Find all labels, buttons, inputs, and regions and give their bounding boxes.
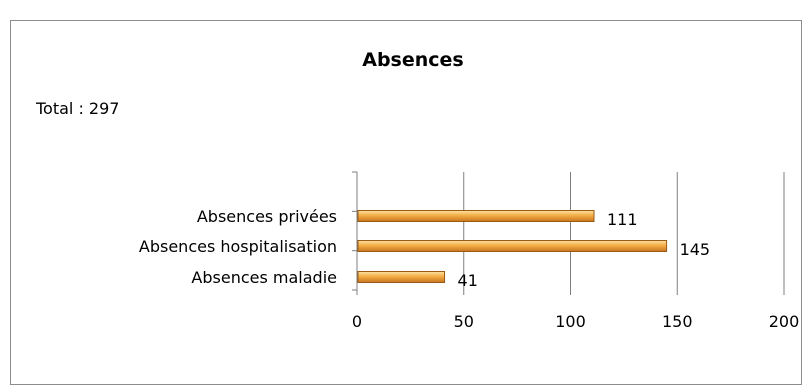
plot-area: 0 50 100 150 200 Absences privées 111 Absences …: [139, 171, 800, 331]
chart-frame: [10, 20, 802, 385]
category-label: Absences maladie: [191, 268, 337, 287]
category-label: Absences privées: [197, 207, 337, 226]
x-tick-label: 50: [454, 312, 474, 331]
chart-title: Absences: [362, 49, 464, 71]
x-tick-label: 150: [662, 312, 693, 331]
data-label: 111: [607, 210, 638, 229]
total-annotation: Total : 297: [35, 99, 119, 118]
x-tick-label: 200: [769, 312, 800, 331]
bar: [357, 240, 668, 252]
data-label: 41: [458, 271, 478, 290]
category-label: Absences hospitalisation: [139, 237, 337, 256]
x-tick-label: 0: [352, 312, 362, 331]
x-tick-label: 100: [555, 312, 586, 331]
data-label: 145: [680, 240, 711, 259]
bar: [357, 210, 595, 222]
bar: [357, 271, 446, 283]
